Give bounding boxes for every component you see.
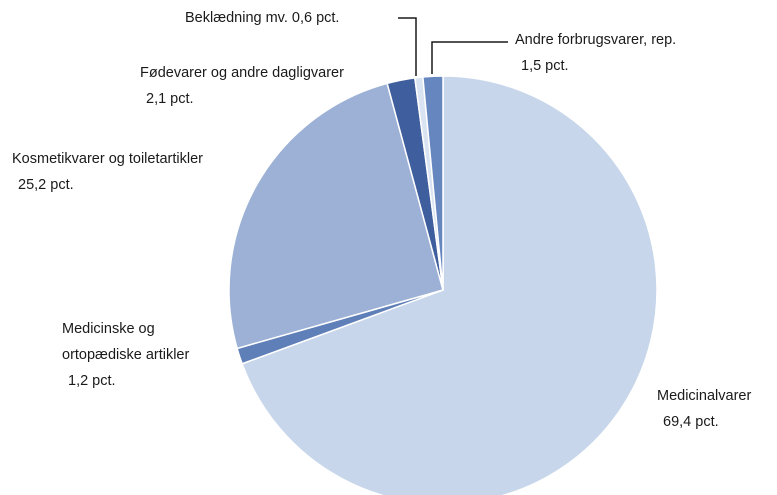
- slice-label: Andre forbrugsvarer, rep. 1,5 pct.: [515, 27, 676, 79]
- category-label: Fødevarer og andre dagligvarer: [140, 65, 344, 81]
- pie-slice: [422, 75, 444, 291]
- value-label: 1,2 pct.: [68, 373, 116, 389]
- value-label: 25,2 pct.: [18, 177, 74, 193]
- slice-label: Medicinske og ortopædiske artikler 1,2 pc…: [62, 316, 212, 394]
- category-label: Beklædning mv.: [185, 10, 288, 26]
- slice-label: Medicinalvarer 69,4 pct.: [657, 383, 751, 435]
- category-label: Kosmetikvarer og toiletartikler: [12, 151, 203, 167]
- value-label: 69,4 pct.: [663, 414, 719, 430]
- value-label: 0,6 pct.: [291, 10, 340, 26]
- category-label: Medicinske og ortopædiske artikler: [62, 321, 190, 363]
- slice-label: Beklædning mv. 0,6 pct.: [185, 5, 339, 31]
- category-label: Medicinalvarer: [657, 388, 752, 404]
- value-label: 2,1 pct.: [146, 91, 194, 107]
- pie-slice: [228, 82, 444, 350]
- pie-slice: [241, 75, 658, 495]
- slice-label: Fødevarer og andre dagligvarer 2,1 pct.: [140, 60, 344, 112]
- category-label: Andre forbrugsvarer, rep.: [515, 32, 677, 48]
- slice-label: Kosmetikvarer og toiletartikler 25,2 pct.: [12, 146, 203, 198]
- leader-line: [398, 17, 417, 76]
- leader-line: [431, 41, 508, 74]
- slices: [228, 75, 658, 495]
- value-label: 1,5 pct.: [521, 58, 569, 74]
